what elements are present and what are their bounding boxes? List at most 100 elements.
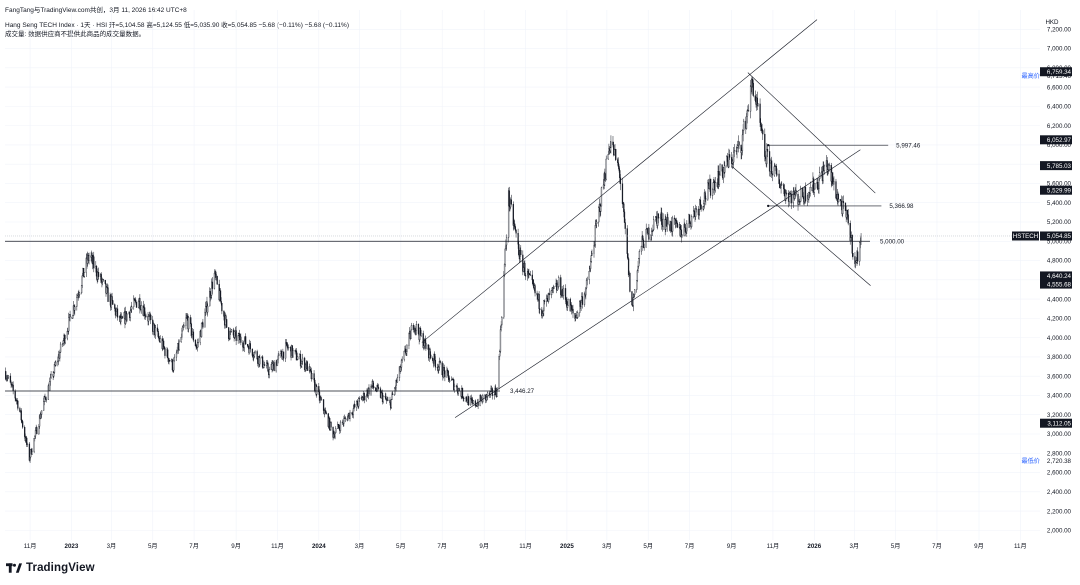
- candle-body: [320, 399, 323, 401]
- candle-body: [612, 141, 614, 146]
- price-tag: 6,759.34: [1047, 69, 1072, 76]
- candle-body: [363, 393, 365, 401]
- candle-body: [259, 357, 261, 365]
- candle-body: [310, 369, 312, 372]
- candle-body: [517, 233, 519, 245]
- price-axis[interactable]: 2,000.00 2,200.00 2,400.00 2,600.00 2,800.00…: [1012, 26, 1072, 535]
- candle-body: [284, 342, 287, 359]
- candle-body: [613, 149, 615, 156]
- candle-body: [775, 166, 777, 175]
- candle-body: [538, 294, 540, 309]
- candle-body: [850, 237, 852, 241]
- candle-body: [785, 192, 787, 201]
- candle-body: [705, 198, 707, 200]
- candle-body: [604, 178, 607, 181]
- candle-body: [221, 303, 223, 312]
- candle-body: [667, 217, 669, 225]
- candle-body: [129, 310, 132, 318]
- candle-body: [826, 160, 828, 173]
- candle-body: [461, 388, 464, 398]
- x-tick-label: 3月: [355, 543, 365, 550]
- candle-body: [846, 210, 849, 215]
- candle-body: [764, 156, 767, 159]
- candle-body: [213, 272, 216, 289]
- candle-body: [385, 396, 387, 400]
- candle-body: [842, 201, 844, 215]
- candle-body: [637, 265, 639, 271]
- candle-body: [295, 350, 298, 361]
- candle-body: [253, 352, 256, 357]
- price-tag-bg: [1040, 185, 1072, 195]
- candle-body: [358, 398, 361, 399]
- candle-body: [840, 198, 842, 202]
- candle-body: [714, 182, 716, 191]
- current-price-tag-bg: [1040, 231, 1072, 241]
- candle-body: [14, 390, 16, 399]
- candle-body: [438, 366, 440, 371]
- candle-body: [330, 421, 332, 428]
- x-tick-label: 9月: [727, 543, 737, 550]
- x-tick-label: 7月: [437, 543, 447, 550]
- candle-body: [467, 396, 470, 406]
- candle-body: [434, 353, 436, 361]
- candle-body: [210, 294, 212, 298]
- candle-body: [133, 298, 135, 307]
- candle-body: [553, 286, 555, 289]
- candle-body: [498, 356, 500, 389]
- candle-body: [68, 316, 70, 332]
- candle-body: [707, 182, 709, 200]
- candle-body: [771, 173, 773, 176]
- candle-body: [645, 229, 647, 248]
- y-tick-label: 5,000.00: [1047, 238, 1072, 245]
- y-tick-label: 2,600.00: [1047, 470, 1072, 477]
- candle-body: [40, 410, 43, 415]
- candle-body: [575, 317, 577, 319]
- candle-body: [640, 245, 643, 252]
- chart-attribution: FangTang与TradingView.com共创，3月 11, 2026 1…: [5, 7, 187, 14]
- candle-body: [171, 359, 174, 371]
- candle-body: [495, 387, 497, 395]
- candle-body: [508, 190, 510, 207]
- candle-body: [465, 396, 468, 401]
- candle-body: [595, 223, 597, 226]
- candle-body: [733, 150, 735, 153]
- candle-body: [43, 401, 45, 411]
- level-label: 5,366.98: [889, 203, 914, 210]
- candle-body: [702, 206, 704, 210]
- time-axis[interactable]: 11月 2023 3月 5月 7月 9月 11月 2024 3月 5月 7月 9月 11月 2025 3月 5…: [24, 543, 1027, 550]
- candle-body: [505, 244, 507, 250]
- candle-body: [377, 387, 380, 389]
- x-tick-label: 2023: [65, 543, 79, 550]
- candle-body: [593, 245, 595, 254]
- candle-body: [220, 301, 222, 304]
- candle-body: [229, 331, 231, 339]
- candle-body: [773, 166, 775, 176]
- candle-body: [653, 219, 655, 230]
- candle-body: [817, 182, 819, 190]
- candle-body: [115, 311, 117, 316]
- y-tick-label: 4,200.00: [1047, 316, 1072, 323]
- tradingview-logo[interactable]: TradingView: [6, 562, 95, 574]
- candle-body: [629, 273, 631, 292]
- candle-body: [446, 369, 448, 378]
- candle-body: [534, 285, 536, 294]
- x-tick-label: 7月: [685, 543, 695, 550]
- candle-body: [638, 251, 641, 259]
- candle-body: [741, 150, 743, 153]
- candle-body: [499, 329, 502, 352]
- gridlines: [5, 10, 1040, 540]
- candle-body: [600, 187, 603, 207]
- candle-body: [585, 287, 587, 296]
- candle-body: [106, 286, 108, 294]
- candle-body: [619, 170, 621, 178]
- candle-body: [441, 362, 443, 376]
- candle-body: [408, 333, 410, 346]
- candle-body: [197, 342, 199, 344]
- price-tag-bg: [1040, 418, 1072, 428]
- candle-body: [169, 360, 171, 362]
- candle-body: [489, 391, 491, 396]
- candle-body: [28, 443, 31, 461]
- candle-body: [728, 154, 730, 168]
- x-tick-label: 9月: [974, 543, 984, 550]
